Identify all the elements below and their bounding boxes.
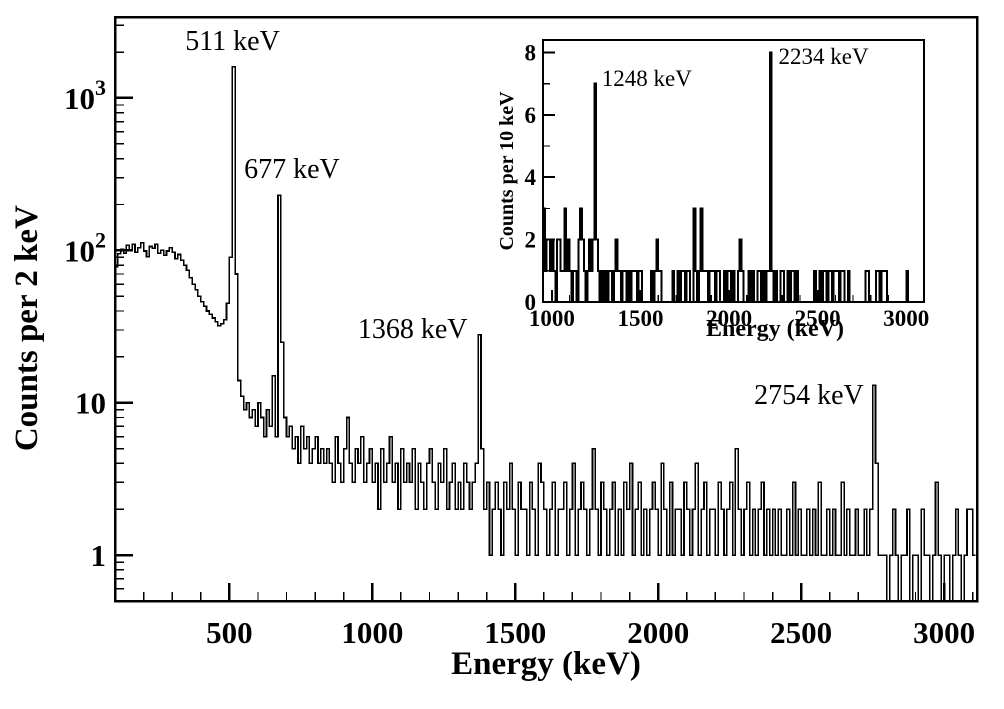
main-peak-label-2754: 2754 keV [754, 380, 864, 411]
inset-y-tick-label-6: 6 [525, 103, 537, 128]
inset-x-tick-label-1500: 1500 [617, 306, 663, 331]
main-y-tick-label-10: 10 [75, 386, 106, 421]
main-x-axis-title: Energy (keV) [451, 646, 641, 682]
inset-x-axis-title: Energy (keV) [706, 316, 844, 342]
inset-x-tick-label-3000: 3000 [883, 306, 929, 331]
main-x-tick-label-1500: 1500 [484, 615, 546, 650]
main-spectrum-histogram [115, 66, 976, 602]
main-x-tick-label-3000: 3000 [913, 615, 975, 650]
main-x-tick-label-1000: 1000 [341, 615, 403, 650]
inset-y-tick-label-0: 0 [525, 290, 537, 315]
main-peak-label-677: 677 keV [244, 154, 340, 185]
inset-x-tick-label-2000: 2000 [706, 306, 752, 331]
inset-plot-frame [541, 38, 926, 304]
main-y-tick-label-1: 1 [91, 538, 107, 573]
main-x-tick-label-500: 500 [206, 615, 253, 650]
main-x-tick-label-2000: 2000 [627, 615, 689, 650]
main-peak-label-511: 511 keV [185, 26, 280, 57]
inset-panel: 1000 1500 2000 2500 3000 0 2 4 6 8 1248 keV 2234 ke… [525, 38, 929, 331]
main-y-tick-label-100: 102 [64, 227, 106, 268]
inset-y-tick-label-4: 4 [525, 165, 537, 190]
inset-peak-label-2234: 2234 keV [779, 44, 869, 69]
inset-y-tick-label-2: 2 [525, 228, 537, 253]
main-panel: 500 1000 1500 2000 2500 3000 1 10 102 103 511 keV 6… [64, 15, 979, 650]
main-plot-frame [113, 15, 979, 603]
inset-x-tick-label-2500: 2500 [795, 306, 841, 331]
main-y-axis-title: Counts per 2 keV [8, 205, 45, 452]
main-y-tick-label-1000: 103 [64, 75, 106, 116]
inset-x-tick-label-1000: 1000 [529, 306, 575, 331]
inset-y-tick-label-8: 8 [525, 40, 537, 65]
inset-spectrum-histogram [543, 51, 924, 303]
inset-peak-label-1248: 1248 keV [602, 66, 692, 91]
inset-y-axis-title: Counts per 10 keV [496, 91, 518, 251]
main-peak-label-1368: 1368 keV [358, 314, 468, 345]
main-x-tick-label-2500: 2500 [770, 615, 832, 650]
